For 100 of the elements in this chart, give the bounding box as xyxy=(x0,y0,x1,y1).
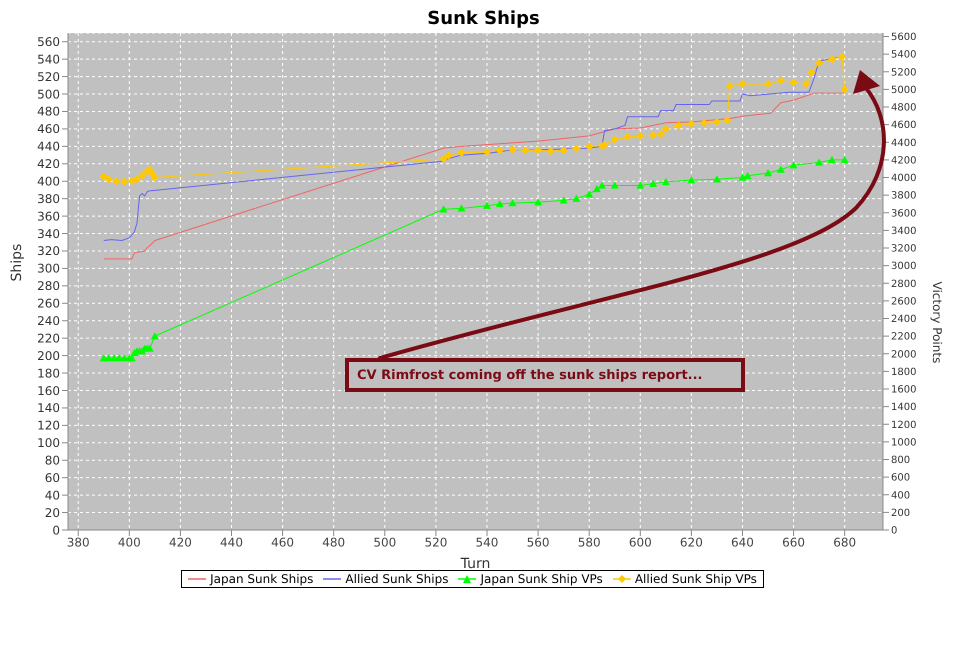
y2-tick-label: 1600 xyxy=(891,384,916,396)
point xyxy=(790,161,798,168)
y2-tick-label: 5000 xyxy=(891,84,916,96)
y2-tick-label: 400 xyxy=(891,490,910,502)
point xyxy=(534,146,542,154)
point xyxy=(120,178,128,186)
x-tick-label: 520 xyxy=(424,536,448,550)
point xyxy=(440,155,448,164)
x-tick-label: 620 xyxy=(680,536,703,550)
y-tick-label: 220 xyxy=(37,331,60,346)
point xyxy=(687,176,696,184)
point xyxy=(100,172,108,181)
y2-tick-label: 3200 xyxy=(891,244,916,255)
y2-tick-label: 3800 xyxy=(891,190,916,202)
y2-tick-label: 4800 xyxy=(891,102,916,114)
y2-tick-label: 1800 xyxy=(891,366,916,378)
point xyxy=(815,158,824,166)
point xyxy=(700,118,708,127)
y2-tick-label: 2800 xyxy=(891,278,916,290)
point xyxy=(482,148,491,156)
point xyxy=(828,55,836,64)
y2-tick-label: 5600 xyxy=(891,32,916,44)
point xyxy=(496,146,504,154)
y2-tick-label: 3600 xyxy=(891,208,916,220)
x-tick-label: 440 xyxy=(220,536,243,550)
point xyxy=(560,196,568,204)
point xyxy=(838,52,846,61)
y-tick-label: 440 xyxy=(37,140,60,154)
note-box: CV Rimfrost coming off the sunk ships report... xyxy=(345,358,745,392)
y-tick-label: 360 xyxy=(37,209,60,224)
point xyxy=(585,190,594,198)
y2-tick-label: 3400 xyxy=(891,226,916,237)
y-tick-label: 560 xyxy=(37,34,60,49)
legend-label: Allied Sunk Ships xyxy=(344,572,448,586)
point xyxy=(138,172,146,180)
point xyxy=(482,202,491,209)
point xyxy=(572,144,580,152)
y2-tick-label: 600 xyxy=(891,472,910,484)
point xyxy=(776,166,785,173)
y-tick-label: 300 xyxy=(37,262,60,276)
point xyxy=(712,118,721,126)
point xyxy=(508,199,517,206)
point xyxy=(712,175,721,182)
y-tick-label: 200 xyxy=(37,348,60,363)
point xyxy=(560,146,568,154)
y2-tick-label: 5400 xyxy=(891,50,916,61)
legend-label: Allied Sunk Ship VPs xyxy=(634,572,757,586)
y2-tick-label: 4600 xyxy=(891,120,916,132)
point xyxy=(146,344,154,352)
y-tick-label: 320 xyxy=(37,244,60,258)
y2-tick-label: 2600 xyxy=(891,296,916,308)
point xyxy=(807,68,816,77)
y-tick-label: 380 xyxy=(37,192,60,206)
x-tick-label: 420 xyxy=(168,536,192,550)
legend-label: Japan Sunk Ship VPs xyxy=(478,572,603,586)
point xyxy=(521,146,530,154)
point xyxy=(840,85,849,94)
y-tick-label: 100 xyxy=(37,436,60,450)
point xyxy=(662,125,670,134)
point xyxy=(624,132,632,141)
y2-tick-label: 1400 xyxy=(891,402,916,414)
point xyxy=(496,200,504,208)
x-tick-label: 380 xyxy=(66,536,90,550)
y2-tick-label: 200 xyxy=(891,508,910,519)
point xyxy=(112,177,121,186)
point xyxy=(508,145,517,154)
point xyxy=(649,180,658,187)
y-tick-label: 20 xyxy=(44,506,60,520)
point xyxy=(828,156,836,164)
point xyxy=(649,131,658,140)
y-tick-label: 500 xyxy=(37,87,60,102)
point xyxy=(150,332,159,340)
point xyxy=(444,151,453,160)
y2-tick-label: 3000 xyxy=(891,261,916,272)
point xyxy=(150,174,159,182)
point xyxy=(598,181,606,189)
point xyxy=(840,156,849,164)
point xyxy=(764,169,772,176)
y2-tick-label: 4000 xyxy=(891,173,916,184)
y2-axis-title: Victory Points xyxy=(930,282,944,364)
point xyxy=(534,198,542,206)
point xyxy=(104,175,113,184)
point xyxy=(726,82,734,90)
point xyxy=(656,130,665,138)
point xyxy=(776,76,785,85)
y2-tick-label: 4400 xyxy=(891,138,916,149)
point xyxy=(610,181,619,189)
legend-label: Japan Sunk Ships xyxy=(208,572,314,586)
y-tick-label: 520 xyxy=(37,70,60,84)
point xyxy=(802,80,810,88)
y2-tick-label: 2200 xyxy=(891,332,916,343)
x-tick-label: 560 xyxy=(526,536,550,550)
x-tick-label: 680 xyxy=(833,536,856,550)
y2-tick-label: 1000 xyxy=(891,437,916,448)
point xyxy=(440,205,448,212)
y2-tick-label: 4200 xyxy=(891,155,916,166)
point xyxy=(687,120,696,128)
y-tick-label: 160 xyxy=(37,384,60,398)
x-tick-label: 460 xyxy=(271,536,294,550)
y-tick-label: 480 xyxy=(37,104,60,119)
